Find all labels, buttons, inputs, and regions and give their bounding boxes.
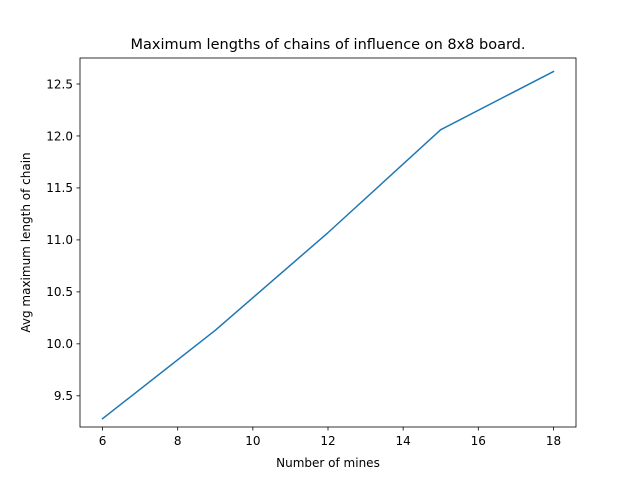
y-tick-label: 12.0 [46, 129, 73, 143]
x-tick-label: 8 [174, 434, 182, 448]
x-axis-label: Number of mines [276, 456, 380, 470]
y-tick-label: 9.5 [54, 389, 73, 403]
x-tick-label: 10 [245, 434, 260, 448]
y-tick-label: 11.5 [46, 181, 73, 195]
y-tick-label: 11.0 [46, 233, 73, 247]
y-tick-label: 10.5 [46, 285, 73, 299]
series-line [101, 70, 555, 420]
x-tick-label: 16 [471, 434, 486, 448]
x-tick-label: 14 [396, 434, 411, 448]
y-tick-label: 10.0 [46, 337, 73, 351]
y-axis-label: Avg maximum length of chain [19, 152, 33, 332]
x-tick-label: 18 [546, 434, 561, 448]
x-tick-label: 12 [320, 434, 335, 448]
plot-area [101, 70, 555, 420]
x-tick-label: 6 [99, 434, 107, 448]
axes-frame [79, 57, 577, 428]
y-tick-label: 12.5 [46, 77, 73, 91]
axis-ticks: 6 8 10 12 14 16 18 9.5 10.0 10.5 11.0 11.5 12.0 12.5 [46, 77, 561, 448]
chart-title: Maximum lengths of chains of influence o… [131, 37, 526, 53]
